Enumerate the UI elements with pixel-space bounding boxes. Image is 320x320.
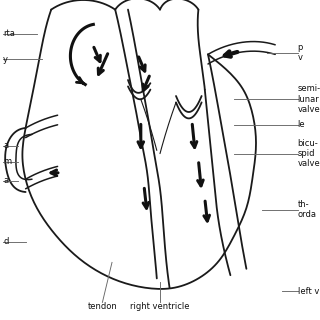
Text: bicu-
spid
valve: bicu- spid valve	[298, 139, 320, 169]
Text: le: le	[298, 120, 305, 129]
Text: m: m	[3, 157, 11, 166]
Text: d: d	[3, 237, 9, 246]
Text: left v: left v	[298, 287, 319, 296]
Text: tendon: tendon	[88, 302, 117, 311]
Text: semi-
lunar
valve: semi- lunar valve	[298, 84, 320, 114]
Text: p
v: p v	[298, 43, 303, 62]
Text: rta: rta	[3, 29, 15, 38]
Text: a: a	[3, 141, 8, 150]
Text: y: y	[3, 55, 8, 64]
Text: th-
orda: th- orda	[298, 200, 316, 219]
Text: a: a	[3, 176, 8, 185]
Text: right ventricle: right ventricle	[130, 302, 190, 311]
